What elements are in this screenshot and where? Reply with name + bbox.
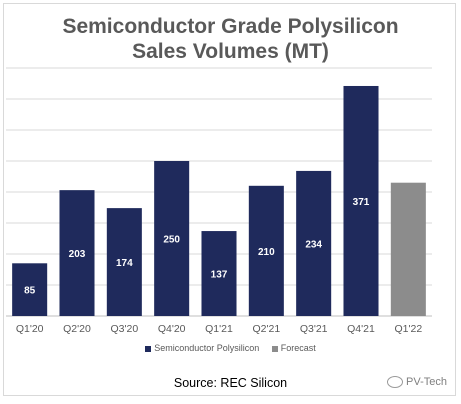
legend-label-semiconductor: Semiconductor Polysilicon: [154, 343, 260, 353]
bar-value-label: 85: [24, 286, 36, 297]
legend-swatch-semiconductor: [145, 345, 152, 352]
bar-value-label: 371: [353, 197, 370, 208]
bar-value-label: 174: [116, 258, 133, 269]
bar-value-label: 250: [163, 235, 180, 246]
bar: [12, 263, 48, 316]
chart-title-line-2: Sales Volumes (MT): [132, 40, 329, 63]
x-tick-label: Q4'20: [158, 323, 186, 335]
bar: [248, 185, 284, 316]
watermark-label: PV-Tech: [406, 376, 447, 388]
watermark: PV-Tech: [387, 376, 447, 389]
bar-value-label: 210: [258, 247, 275, 258]
bar: [201, 231, 237, 316]
chart-frame: [3, 3, 456, 396]
legend-swatch-forecast: [271, 345, 278, 352]
chart-title: Semiconductor Grade Polysilicon Sales Vo…: [0, 14, 461, 64]
bar: [154, 161, 190, 316]
bar-value-label: 137: [211, 270, 228, 281]
legend-item-forecast: Forecast: [271, 343, 316, 353]
x-tick-label: Q1'21: [205, 323, 233, 335]
bar: [296, 170, 332, 316]
x-tick-label: Q1'20: [16, 323, 44, 335]
x-tick-label: Q4'21: [347, 323, 375, 335]
x-tick-label: Q1'22: [394, 323, 422, 335]
bar: [59, 190, 95, 316]
bar-value-label: 234: [305, 239, 322, 250]
source-note: Source: REC Silicon: [173, 376, 288, 390]
legend-item-semiconductor: Semiconductor Polysilicon: [145, 343, 259, 353]
legend-label-forecast: Forecast: [280, 343, 316, 353]
x-tick-label: Q2'21: [252, 323, 280, 335]
x-tick-label: Q3'20: [110, 323, 138, 335]
x-tick-label: Q3'21: [300, 323, 328, 335]
wechat-icon: [387, 376, 404, 389]
chart-legend: Semiconductor Polysilicon Forecast: [0, 343, 461, 353]
bar: [390, 182, 426, 316]
bar-value-label: 203: [69, 249, 86, 260]
bar: [343, 85, 379, 316]
bar: [106, 208, 142, 316]
x-tick-label: Q2'20: [63, 323, 91, 335]
chart-title-line-1: Semiconductor Grade Polysilicon: [62, 15, 399, 38]
